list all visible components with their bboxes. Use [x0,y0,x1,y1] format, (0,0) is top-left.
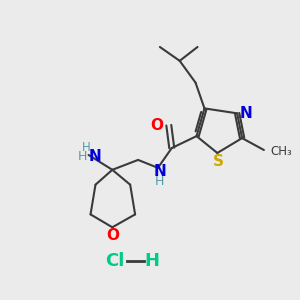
Text: H: H [82,140,91,154]
Text: O: O [106,228,119,243]
Text: N: N [89,149,102,164]
Text: H: H [145,252,160,270]
Text: Cl: Cl [106,252,125,270]
Text: O: O [150,118,163,133]
Text: H: H [155,175,165,188]
Text: S: S [213,154,224,169]
Text: CH₃: CH₃ [271,146,292,158]
Text: N: N [154,164,166,179]
Text: H: H [78,150,87,164]
Text: N: N [240,106,252,121]
